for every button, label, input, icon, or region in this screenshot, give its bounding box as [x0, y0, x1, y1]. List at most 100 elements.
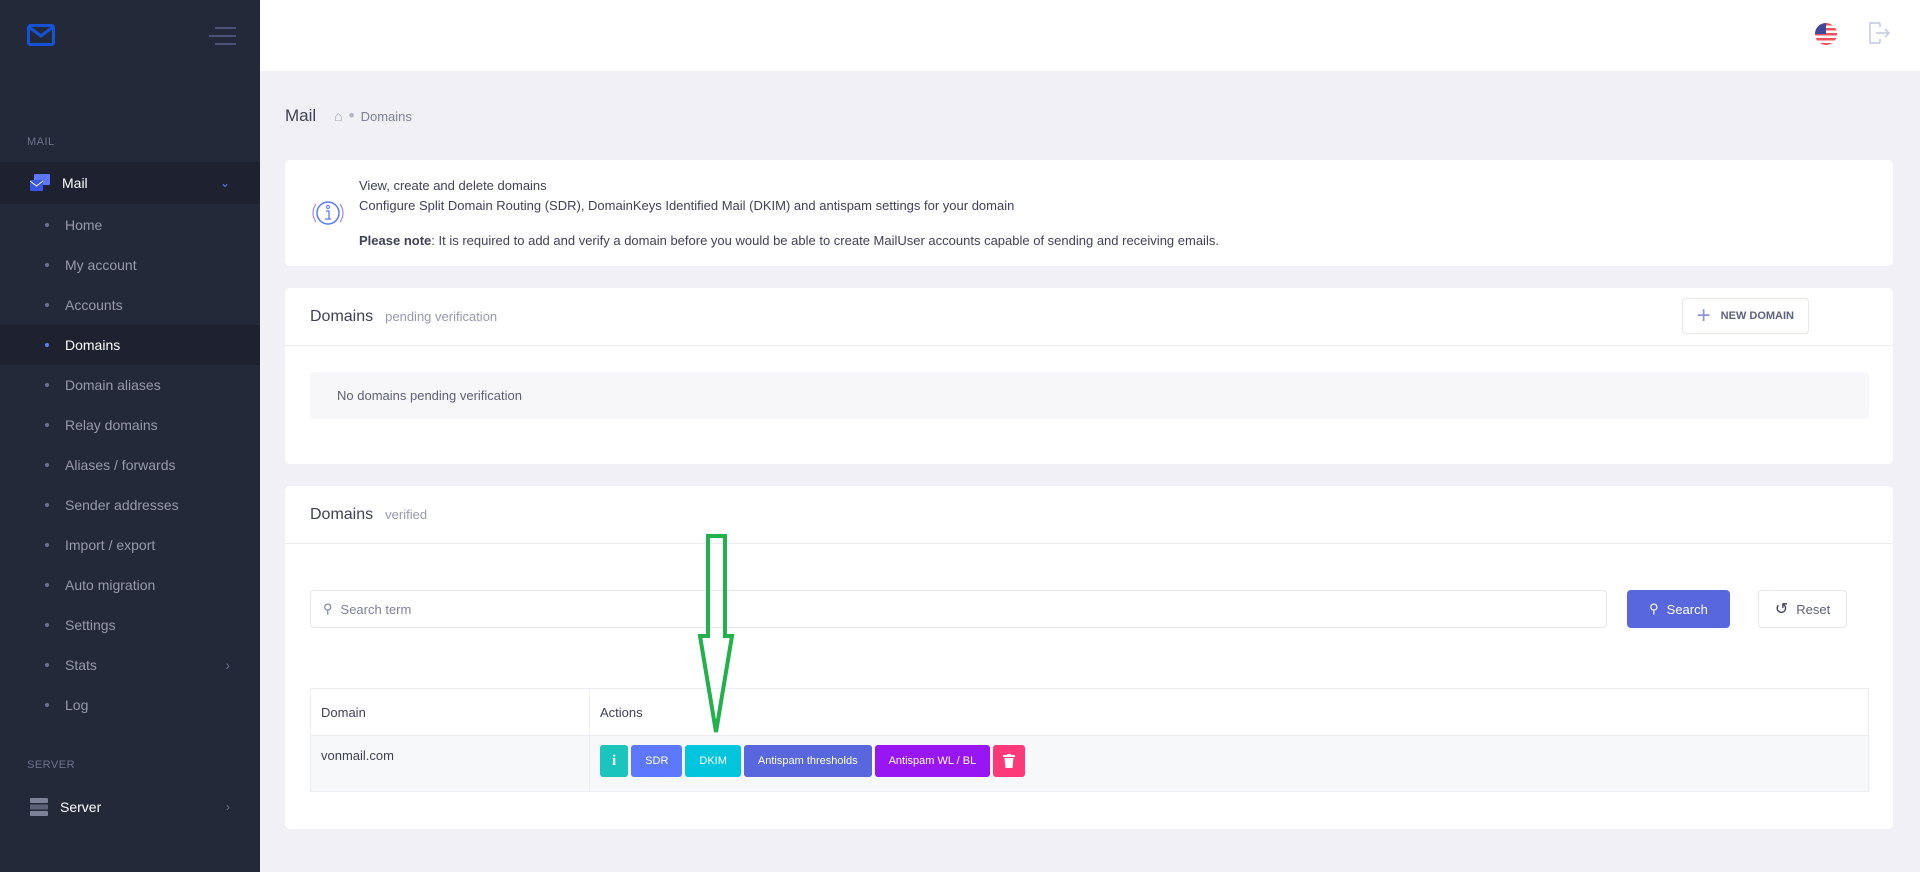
- search-icon: ⚲: [1649, 601, 1659, 616]
- page-title: Mail: [285, 106, 317, 125]
- sidebar-item-home[interactable]: Home: [0, 205, 260, 245]
- sidebar-item-log[interactable]: Log: [0, 685, 260, 725]
- sidebar-item-stats[interactable]: Stats ›: [0, 645, 260, 685]
- sidebar-item-label: Accounts: [65, 297, 123, 313]
- sidebar-item-label: Domain aliases: [65, 377, 161, 393]
- sidebar-item-label: Mail: [62, 175, 88, 191]
- reset-button[interactable]: ↺ Reset: [1758, 590, 1847, 628]
- bullet-icon: [45, 543, 49, 547]
- sidebar-item-my-account[interactable]: My account: [0, 245, 260, 285]
- breadcrumb-current[interactable]: Domains: [360, 108, 412, 124]
- info-button[interactable]: i: [600, 745, 629, 777]
- sidebar-item-server[interactable]: Server ›: [0, 786, 260, 828]
- bullet-icon: [45, 423, 49, 427]
- card-title: Domains: [310, 307, 374, 325]
- sidebar-item-auto-migration[interactable]: Auto migration: [0, 565, 260, 605]
- arrow-shape: [697, 534, 735, 733]
- sidebar-item-label: Home: [65, 217, 103, 233]
- search-input[interactable]: ⚲ Search term: [310, 590, 1607, 628]
- bullet-icon: [45, 663, 49, 667]
- section-label-mail: MAIL: [27, 136, 55, 148]
- delete-button[interactable]: [993, 745, 1026, 777]
- chevron-right-icon: ›: [226, 800, 230, 814]
- note-text: : It is required to add and verify a dom…: [431, 233, 1219, 248]
- sidebar-item-domains[interactable]: Domains: [0, 325, 260, 365]
- antispam-thresholds-button[interactable]: Antispam thresholds: [743, 745, 872, 777]
- sidebar-item-label: Relay domains: [65, 417, 158, 433]
- sidebar-item-label: Aliases / forwards: [65, 457, 176, 473]
- column-header-domain: Domain: [310, 688, 590, 736]
- trash-icon: [1003, 754, 1016, 768]
- sidebar-item-label: Settings: [65, 617, 116, 633]
- sidebar-item-label: Domains: [65, 337, 121, 353]
- actions-cell: i SDR DKIM Antispam thresholds Antispam WL /…: [589, 735, 1869, 792]
- dkim-button[interactable]: DKIM: [685, 745, 741, 777]
- sidebar: MAIL Mail ⌄ Home My account Accounts Domain…: [0, 0, 260, 872]
- server-icon: [30, 798, 48, 816]
- sidebar-item-label: Auto migration: [65, 577, 156, 593]
- antispam-wl-bl-button[interactable]: Antispam WL / BL: [874, 745, 991, 777]
- sidebar-item-label: Import / export: [65, 537, 156, 553]
- bullet-icon: [45, 223, 49, 227]
- card-header: Domains verified: [285, 486, 1893, 544]
- verified-domains-card: Domains verified ⚲ Search term ⚲ Search ↺ R…: [285, 486, 1893, 829]
- sidebar-item-settings[interactable]: Settings: [0, 605, 260, 645]
- column-header-actions: Actions: [589, 688, 1869, 736]
- bullet-icon: [45, 503, 49, 507]
- menu-toggle-icon[interactable]: [209, 26, 236, 46]
- mail-logo-icon[interactable]: [27, 24, 55, 46]
- card-subtitle: pending verification: [385, 309, 498, 324]
- bullet-icon: [45, 583, 49, 587]
- info-circle-icon: [312, 201, 344, 225]
- info-line-2: Configure Split Domain Routing (SDR), Do…: [359, 198, 1015, 213]
- bullet-icon: [45, 343, 49, 347]
- search-placeholder: Search term: [340, 601, 412, 617]
- table-row: vonmail.com i SDR DKIM Antispam thresholds A…: [310, 735, 1869, 792]
- mail-stack-icon: [30, 174, 50, 191]
- sidebar-item-mail[interactable]: Mail ⌄: [0, 162, 260, 204]
- logout-icon[interactable]: [1868, 22, 1890, 44]
- sidebar-item-domain-aliases[interactable]: Domain aliases: [0, 365, 260, 405]
- card-header: Domains pending verification: [285, 288, 1893, 346]
- info-icon: i: [612, 752, 617, 769]
- domain-cell: vonmail.com: [310, 735, 590, 792]
- button-label: Search: [1666, 601, 1708, 617]
- bullet-icon: [45, 623, 49, 627]
- sidebar-item-accounts[interactable]: Accounts: [0, 285, 260, 325]
- sidebar-item-label: Sender addresses: [65, 497, 179, 513]
- us-flag-language-icon[interactable]: [1815, 23, 1837, 45]
- info-line-1: View, create and delete domains: [359, 178, 547, 193]
- home-icon[interactable]: ⌂: [334, 108, 343, 124]
- breadcrumb-separator: •: [348, 106, 355, 125]
- sidebar-item-import-export[interactable]: Import / export: [0, 525, 260, 565]
- reset-icon: ↺: [1774, 601, 1789, 618]
- card-subtitle: verified: [385, 507, 428, 522]
- green-arrow-annotation: [697, 534, 735, 733]
- bullet-icon: [45, 263, 49, 267]
- breadcrumb: Mail ⌂ • Domains: [285, 106, 412, 126]
- new-domain-button[interactable]: + NEW DOMAIN: [1681, 298, 1809, 334]
- domains-table: Domain Actions vonmail.com i SDR DKIM Antis…: [310, 688, 1869, 792]
- bullet-icon: [45, 463, 49, 467]
- empty-state: No domains pending verification: [310, 372, 1869, 419]
- note-label: Please note: [359, 233, 432, 248]
- sdr-button[interactable]: SDR: [631, 745, 683, 777]
- button-label: NEW DOMAIN: [1720, 310, 1794, 322]
- card-title: Domains: [310, 505, 374, 523]
- sidebar-item-label: Stats: [65, 657, 97, 673]
- sidebar-item-sender-addresses[interactable]: Sender addresses: [0, 485, 260, 525]
- search-icon: ⚲: [323, 601, 333, 616]
- bullet-icon: [45, 383, 49, 387]
- bullet-icon: [45, 703, 49, 707]
- sidebar-item-aliases-forwards[interactable]: Aliases / forwards: [0, 445, 260, 485]
- top-header: [260, 0, 1920, 71]
- plus-icon: +: [1696, 302, 1711, 329]
- sidebar-item-label: Server: [60, 799, 102, 815]
- chevron-down-icon: ⌄: [219, 176, 230, 190]
- sidebar-item-relay-domains[interactable]: Relay domains: [0, 405, 260, 445]
- info-note: Please note: It is required to add and v…: [359, 231, 1219, 251]
- search-button[interactable]: ⚲ Search: [1627, 590, 1730, 628]
- button-label: Reset: [1796, 601, 1831, 617]
- table-header-row: Domain Actions: [310, 688, 1869, 736]
- pending-domains-card: Domains pending verification + NEW DOMAIN…: [285, 288, 1893, 464]
